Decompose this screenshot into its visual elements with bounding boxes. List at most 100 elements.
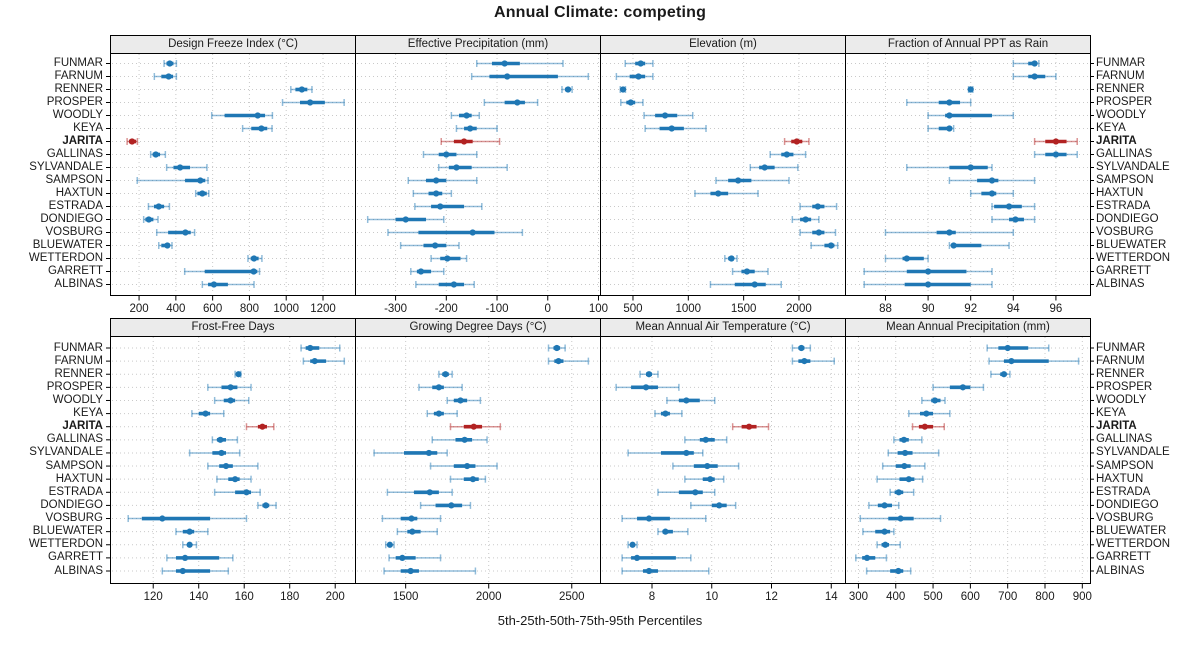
median-dot — [629, 541, 636, 548]
series-sampson — [207, 462, 259, 470]
median-dot — [176, 164, 184, 171]
series-dondiego — [419, 501, 472, 509]
series-wetterdon — [876, 541, 901, 549]
site-label-right-prosper: PROSPER — [1096, 380, 1153, 393]
series-vosburg — [387, 229, 524, 236]
x-tick-label: -200 — [435, 303, 458, 315]
median-dot — [258, 125, 265, 132]
series-gallinas — [769, 151, 807, 158]
series-sylvandale — [373, 449, 448, 457]
site-label-right-jarita: JARITA — [1096, 135, 1137, 147]
median-dot — [210, 281, 218, 288]
series-prosper — [620, 99, 644, 106]
series-jarita — [126, 138, 139, 145]
median-dot — [467, 125, 474, 132]
median-dot — [661, 112, 669, 119]
series-farnum — [1012, 73, 1057, 80]
series-garrett — [410, 268, 445, 275]
site-label-left-garrett: GARRETT — [48, 265, 103, 277]
site-label-left-vosburg: VOSBURG — [45, 512, 103, 525]
site-label-right-woodly: WOODLY — [1096, 393, 1147, 406]
median-dot — [128, 138, 136, 145]
median-dot — [243, 489, 250, 496]
series-renner — [561, 86, 573, 93]
median-dot — [959, 384, 967, 391]
site-label-left-estrada: ESTRADA — [48, 200, 103, 212]
series-wetterdon — [247, 255, 263, 262]
site-label-left-renner: RENNER — [54, 367, 103, 380]
median-dot — [461, 436, 468, 443]
median-dot — [504, 73, 511, 80]
site-label-left-albinas: ALBINAS — [54, 278, 103, 290]
series-prosper — [932, 383, 985, 391]
series-dondiego — [366, 216, 445, 223]
series-haxtun — [194, 190, 210, 197]
median-dot — [645, 515, 653, 522]
panel-growing-degree-days-c: 1500 2000 2500 — [355, 336, 601, 603]
site-label-right-farnum: FARNUM — [1096, 70, 1145, 82]
series-haxtun — [216, 475, 252, 483]
series-farnum — [988, 357, 1080, 365]
x-tick-label: 1000 — [676, 303, 702, 315]
median-dot — [164, 242, 171, 249]
median-dot — [165, 73, 172, 80]
median-dot — [553, 344, 560, 352]
median-dot — [903, 255, 910, 262]
x-tick-label: 400 — [166, 303, 185, 315]
x-tick-label: 400 — [886, 591, 905, 603]
median-dot — [1008, 358, 1015, 365]
median-dot — [227, 397, 234, 404]
site-label-right-renner: RENNER — [1096, 83, 1145, 95]
median-dot — [254, 112, 261, 119]
median-dot — [633, 554, 641, 561]
site-label-left-sampson: SAMPSON — [45, 459, 103, 472]
series-haxtun — [449, 475, 487, 483]
site-label-right-sylvandale: SYLVANDALE — [1096, 161, 1170, 173]
site-label-right-haxtun: HAXTUN — [1096, 187, 1144, 199]
series-funmar — [300, 344, 341, 352]
series-estrada — [386, 488, 453, 496]
series-gallinas — [431, 436, 488, 444]
median-dot — [222, 462, 230, 470]
series-sampson — [672, 462, 740, 470]
panel-mean-annual-precipitation-mm: 300 400 500 600 700 800 900 — [845, 336, 1094, 603]
median-dot — [901, 462, 908, 470]
site-label-right-wetterdon: WETTERDON — [1096, 252, 1171, 264]
x-tick-label: 92 — [964, 303, 977, 315]
series-jarita — [245, 423, 275, 431]
series-albinas — [709, 281, 783, 288]
x-tick-label: 90 — [922, 303, 935, 315]
median-dot — [946, 99, 953, 106]
median-dot — [967, 164, 974, 171]
x-tick-label: 96 — [1050, 303, 1063, 315]
series-haxtun — [969, 190, 1015, 197]
median-dot — [152, 151, 159, 158]
median-dot — [743, 268, 751, 275]
site-label-left-haxtun: HAXTUN — [55, 472, 103, 485]
x-tick-label: 800 — [240, 303, 259, 315]
median-dot — [619, 86, 627, 93]
median-dot — [460, 138, 468, 145]
series-farnum — [470, 73, 590, 80]
x-tick-label: -100 — [486, 303, 509, 315]
series-farnum — [302, 357, 346, 365]
site-label-left-bluewater: BLUEWATER — [32, 525, 103, 538]
series-haxtun — [684, 475, 725, 483]
series-wetterdon — [182, 541, 198, 549]
median-dot — [232, 476, 239, 483]
series-bluewater — [862, 528, 895, 536]
series-prosper — [906, 99, 972, 106]
median-dot — [155, 203, 162, 210]
series-albinas — [201, 281, 255, 288]
series-dondiego — [690, 501, 737, 509]
median-dot — [437, 203, 444, 210]
series-wetterdon — [884, 255, 929, 262]
median-dot — [897, 515, 904, 522]
series-garrett — [166, 554, 234, 562]
series-sylvandale — [887, 449, 940, 457]
median-dot — [408, 515, 415, 522]
x-tick-label: 14 — [825, 591, 838, 603]
series-prosper — [483, 99, 539, 106]
site-label-left-keya: KEYA — [73, 122, 103, 134]
series-woodly — [921, 396, 946, 404]
